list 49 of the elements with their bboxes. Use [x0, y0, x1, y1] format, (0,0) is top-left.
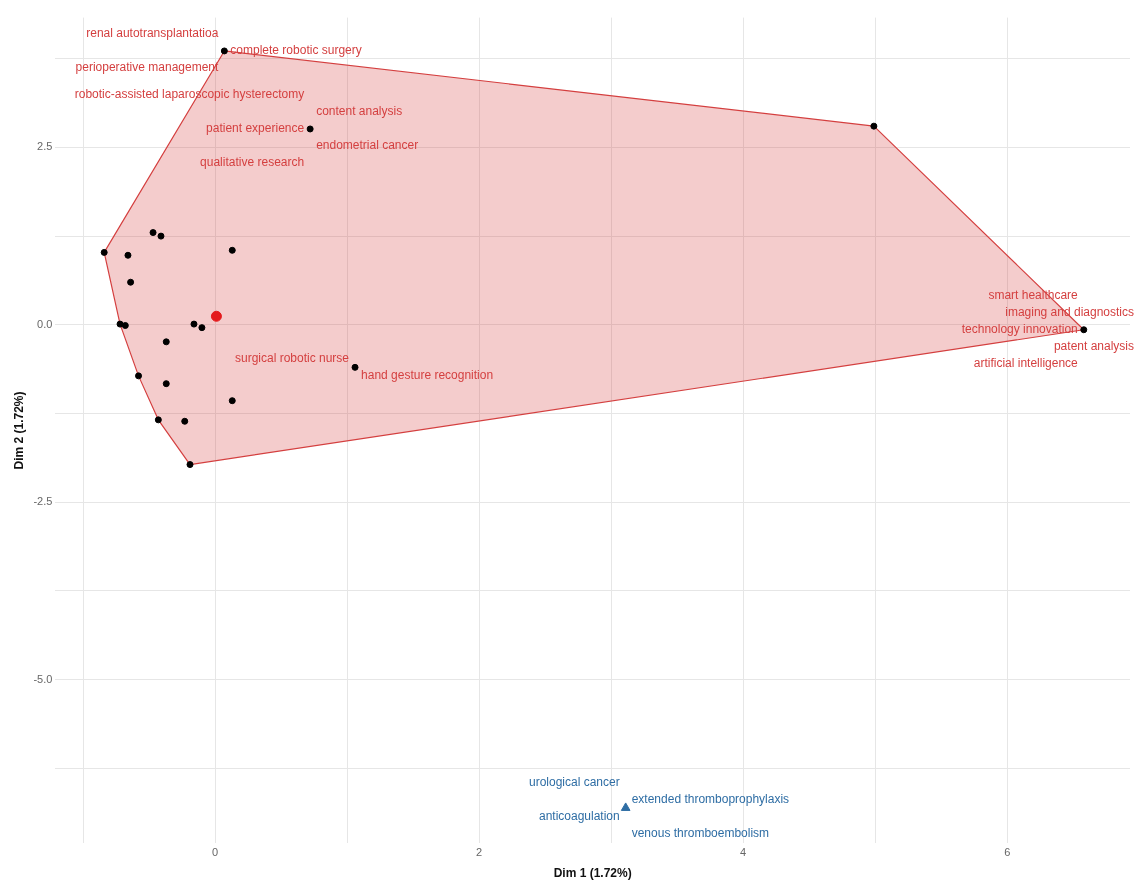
annotation: endometrial cancer	[316, 138, 419, 153]
annotation: renal autotransplantatioa	[86, 26, 219, 41]
x-tick-label: 2	[476, 846, 483, 859]
annotation: anticoagulation	[538, 808, 620, 823]
y-tick-label: -2.5	[33, 495, 53, 508]
annotation: content analysis	[316, 104, 403, 119]
point	[100, 248, 108, 256]
annotation: surgical robotic nurse	[234, 351, 350, 366]
point	[124, 251, 132, 259]
point	[162, 380, 170, 388]
annotation: patent analysis	[1053, 339, 1135, 354]
annotation: artificial intelligence	[973, 356, 1079, 371]
annotation: venous thromboembolism	[631, 825, 770, 840]
point	[620, 802, 631, 811]
x-tick-label: 6	[1004, 846, 1011, 859]
point	[210, 310, 222, 322]
point	[870, 122, 878, 130]
point	[162, 338, 170, 346]
point	[1080, 326, 1088, 334]
point	[228, 397, 236, 405]
annotation: extended thromboprophylaxis	[631, 791, 790, 806]
point	[149, 229, 157, 237]
point	[190, 320, 198, 328]
point	[154, 416, 162, 424]
y-tick-label: 2.5	[37, 140, 53, 153]
annotation: patient experience	[206, 121, 305, 136]
y-axis-title: Dim 2 (1.72%)	[11, 391, 26, 470]
x-axis-title: Dim 1 (1.72%)	[553, 866, 632, 881]
point	[186, 461, 194, 469]
annotation: technology innovation	[961, 322, 1078, 337]
point	[157, 232, 165, 240]
y-tick-label: -5.0	[33, 672, 53, 685]
point	[198, 324, 206, 332]
point	[127, 278, 135, 286]
annotation: hand gesture recognition	[361, 368, 494, 383]
point	[220, 47, 228, 55]
point	[181, 417, 189, 425]
annotation: qualitative research	[200, 155, 305, 170]
point	[228, 246, 236, 254]
x-tick-label: 4	[740, 846, 747, 859]
point	[121, 322, 129, 329]
annotation: urological cancer	[528, 774, 620, 789]
point	[306, 125, 314, 133]
point	[135, 372, 143, 380]
x-tick-label: 0	[212, 846, 219, 859]
point	[116, 320, 124, 328]
y-tick-label: 0.0	[37, 317, 53, 330]
point	[351, 363, 359, 371]
annotation: complete robotic surgery	[230, 43, 362, 58]
